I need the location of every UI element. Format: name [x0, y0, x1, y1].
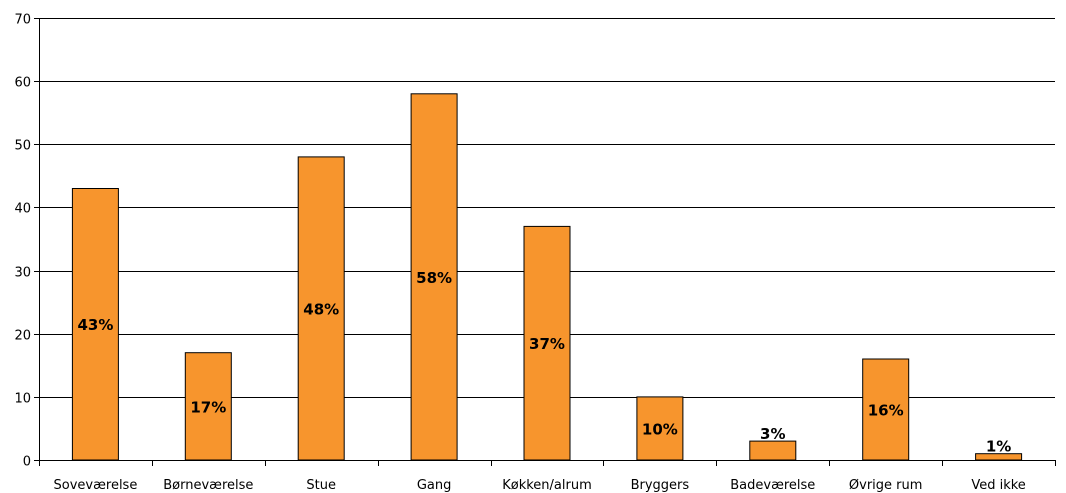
- bars: [71, 93, 1023, 461]
- bar: [410, 93, 458, 461]
- data-label: 58%: [416, 269, 452, 287]
- x-category-label: Ved ikke: [971, 478, 1025, 493]
- bar: [749, 440, 797, 461]
- data-label: 43%: [77, 316, 113, 334]
- axes: [34, 18, 1056, 466]
- x-category-label: Badeværelse: [730, 478, 815, 493]
- bar: [297, 156, 345, 461]
- x-category-label: Stue: [306, 478, 336, 493]
- y-tick-label: 20: [14, 329, 31, 344]
- y-tick-label: 0: [23, 455, 31, 470]
- data-label: 16%: [868, 402, 904, 420]
- y-tick-label: 10: [14, 392, 31, 407]
- data-label: 17%: [190, 398, 226, 416]
- data-label: 1%: [986, 438, 1011, 456]
- y-tick-label: 40: [14, 202, 31, 217]
- y-tick-label: 50: [14, 139, 31, 154]
- data-label: 48%: [303, 301, 339, 319]
- y-tick-label: 30: [14, 266, 31, 281]
- x-category-label: Bryggers: [631, 478, 690, 493]
- bar: [862, 358, 910, 461]
- x-category-label: Gang: [417, 478, 452, 493]
- x-category-label: Soveværelse: [54, 478, 138, 493]
- bar: [523, 225, 571, 461]
- data-label: 10%: [642, 420, 678, 438]
- data-label: 3%: [760, 425, 785, 443]
- labels: 0 10 20 30 40 50 60 70 43% Soveværelse 17% Børnevær…: [14, 13, 1025, 493]
- y-tick-label: 70: [14, 13, 31, 28]
- y-tick-label: 60: [14, 76, 31, 91]
- bar: [636, 396, 684, 461]
- x-category-label: Øvrige rum: [849, 478, 923, 493]
- bar: [184, 352, 232, 461]
- data-label: 37%: [529, 335, 565, 353]
- x-category-label: Børneværelse: [163, 478, 253, 493]
- x-category-label: Køkken/alrum: [502, 478, 592, 493]
